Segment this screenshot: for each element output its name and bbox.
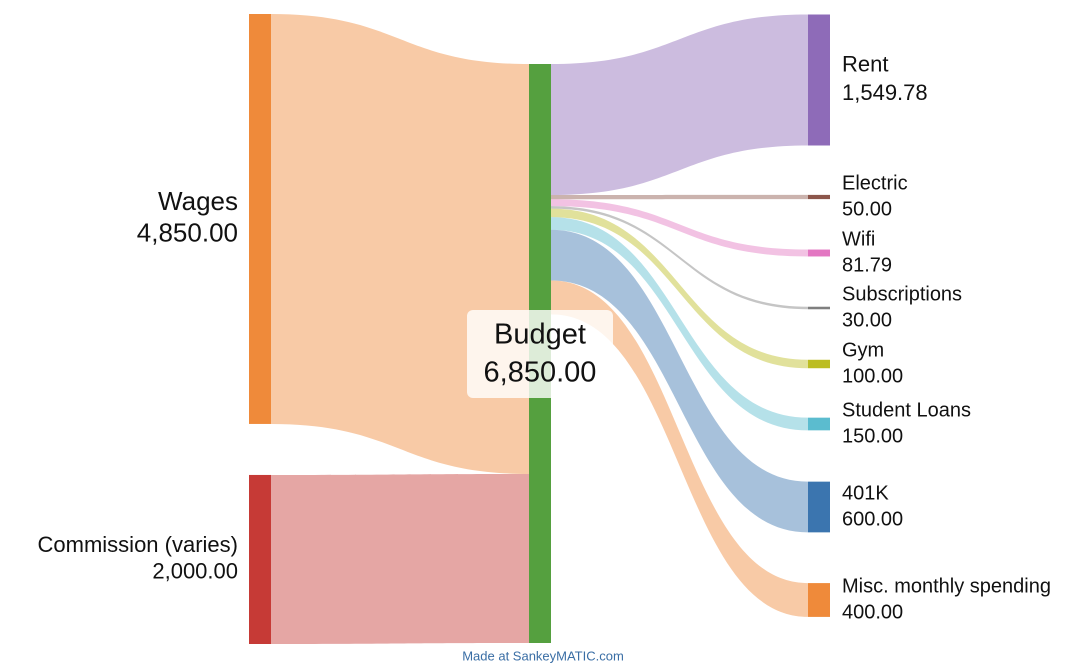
node-value: 4,850.00 [137, 217, 238, 247]
node [808, 14, 830, 146]
node [808, 583, 830, 617]
node-label: Student Loans [842, 399, 971, 421]
node-label: Misc. monthly spending [842, 575, 1051, 597]
link [271, 14, 529, 474]
label-backdrop [467, 310, 613, 398]
link [551, 199, 808, 257]
link [551, 194, 808, 200]
link [551, 280, 808, 617]
node-label: Wifi [842, 228, 875, 250]
node-label: Rent [842, 52, 888, 77]
node-value: 6,850.00 [484, 357, 597, 389]
node-label: Budget [494, 319, 586, 351]
node-label: Electric [842, 172, 908, 194]
link [551, 206, 808, 310]
node [249, 474, 271, 644]
node [808, 306, 830, 310]
link [551, 217, 808, 431]
node [808, 249, 830, 257]
node [808, 417, 830, 431]
link [271, 473, 529, 644]
link [551, 14, 808, 195]
node-label: Subscriptions [842, 283, 962, 305]
node-label: 401K [842, 482, 889, 504]
node [808, 194, 830, 200]
links [271, 14, 808, 644]
node-label: Gym [842, 339, 884, 361]
node-value: 30.00 [842, 309, 892, 331]
node-value: 150.00 [842, 425, 903, 447]
node-label: Commission (varies) [38, 532, 238, 557]
node-value: 100.00 [842, 365, 903, 387]
node [808, 481, 830, 533]
node-value: 81.79 [842, 254, 892, 276]
node-value: 2,000.00 [152, 558, 238, 583]
node-value: 50.00 [842, 198, 892, 220]
node-value: 400.00 [842, 601, 903, 623]
node [249, 14, 271, 424]
node-value: 600.00 [842, 508, 903, 530]
node-label: Wages [158, 186, 238, 216]
credit: Made at SankeyMATIC.com [462, 648, 624, 663]
node [808, 359, 830, 369]
link [551, 229, 808, 533]
link [551, 208, 808, 369]
node-value: 1,549.78 [842, 80, 928, 105]
